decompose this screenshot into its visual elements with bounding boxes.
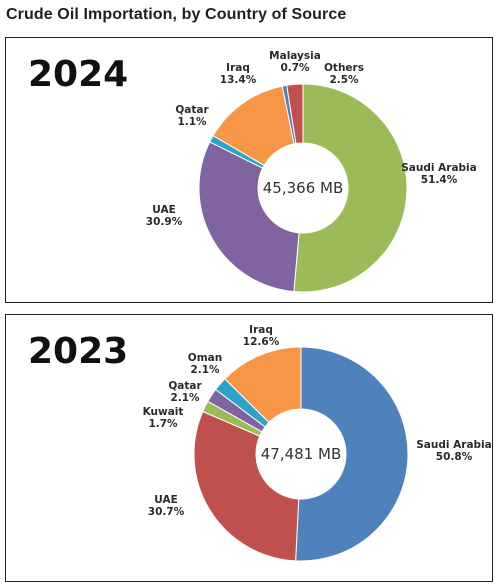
label-name: Saudi Arabia: [416, 439, 491, 451]
slice-iraq-2023: [224, 346, 302, 424]
donut-panel-2024: Saudi Arabia 51.4% UAE 30.9% Qatar 1.1% Iraq 13…: [5, 37, 493, 303]
label-others-2024: Others 2.5%: [324, 62, 364, 86]
label-value: 2.1%: [190, 364, 220, 376]
donut-chart-2023: Saudi Arabia 50.8%UAE 30.7%Kuwait 1.7%Qatar…: [28, 324, 492, 562]
label-value: 51.4%: [421, 174, 458, 186]
label-name: Oman: [188, 352, 222, 364]
label-value: 1.7%: [148, 418, 178, 430]
center-total-2023: 47,481 MB: [261, 445, 342, 463]
slice-saudi-arabia-2023: [295, 346, 409, 562]
label-name: Qatar: [168, 380, 202, 392]
donut-panel-2023: Saudi Arabia 50.8% UAE 30.7% Kuwait 1.7% Qatar…: [5, 314, 493, 582]
label-value: 1.1%: [177, 116, 207, 128]
label-name: Kuwait: [143, 406, 184, 418]
label-uae-2024: UAE 30.9%: [146, 204, 183, 228]
label-name: Iraq: [226, 62, 250, 74]
label-name: Saudi Arabia: [401, 162, 476, 174]
label-name: Iraq: [249, 324, 273, 336]
slice-uae-2024: [198, 141, 300, 293]
label-value: 2.5%: [329, 74, 359, 86]
chart-title: Crude Oil Importation, by Country of Sou…: [6, 6, 347, 23]
label-name: Qatar: [175, 104, 209, 116]
slice-uae-2023: [193, 410, 300, 562]
center-total-2024: 45,366 MB: [263, 179, 344, 197]
label-qatar-2023: Qatar 2.1%: [168, 380, 202, 404]
label-value: 30.9%: [146, 216, 183, 228]
label-iraq-2024: Iraq 13.4%: [220, 62, 257, 86]
donut-chart-2024: Saudi Arabia 51.4% UAE 30.9% Qatar 1.1% Iraq 13…: [28, 50, 477, 293]
label-name: UAE: [154, 494, 178, 506]
label-value: 2.1%: [170, 392, 200, 404]
label-qatar-2024: Qatar 1.1%: [175, 104, 209, 128]
label-uae-2023: UAE 30.7%: [148, 494, 185, 518]
label-name: Others: [324, 62, 364, 74]
slice-others-2024: [286, 83, 304, 145]
label-kuwait-2023: Kuwait 1.7%: [143, 406, 184, 430]
year-label-2023: 2023: [28, 331, 128, 372]
label-value: 30.7%: [148, 506, 185, 518]
label-value: 12.6%: [243, 336, 280, 348]
label-malaysia-2024: Malaysia 0.7%: [269, 50, 321, 74]
label-iraq-2023: Iraq 12.6%: [243, 324, 280, 348]
label-name: UAE: [152, 204, 176, 216]
label-value: 50.8%: [436, 451, 473, 463]
label-name: Malaysia: [269, 50, 321, 62]
slice-saudi-arabia-2024: [293, 83, 408, 293]
label-saudi-arabia-2024: Saudi Arabia 51.4%: [401, 162, 476, 186]
label-oman-2023: Oman 2.1%: [188, 352, 222, 376]
label-value: 0.7%: [280, 62, 310, 74]
year-label-2024: 2024: [28, 54, 128, 95]
label-value: 13.4%: [220, 74, 257, 86]
label-saudi-arabia-2023: Saudi Arabia 50.8%: [416, 439, 491, 463]
